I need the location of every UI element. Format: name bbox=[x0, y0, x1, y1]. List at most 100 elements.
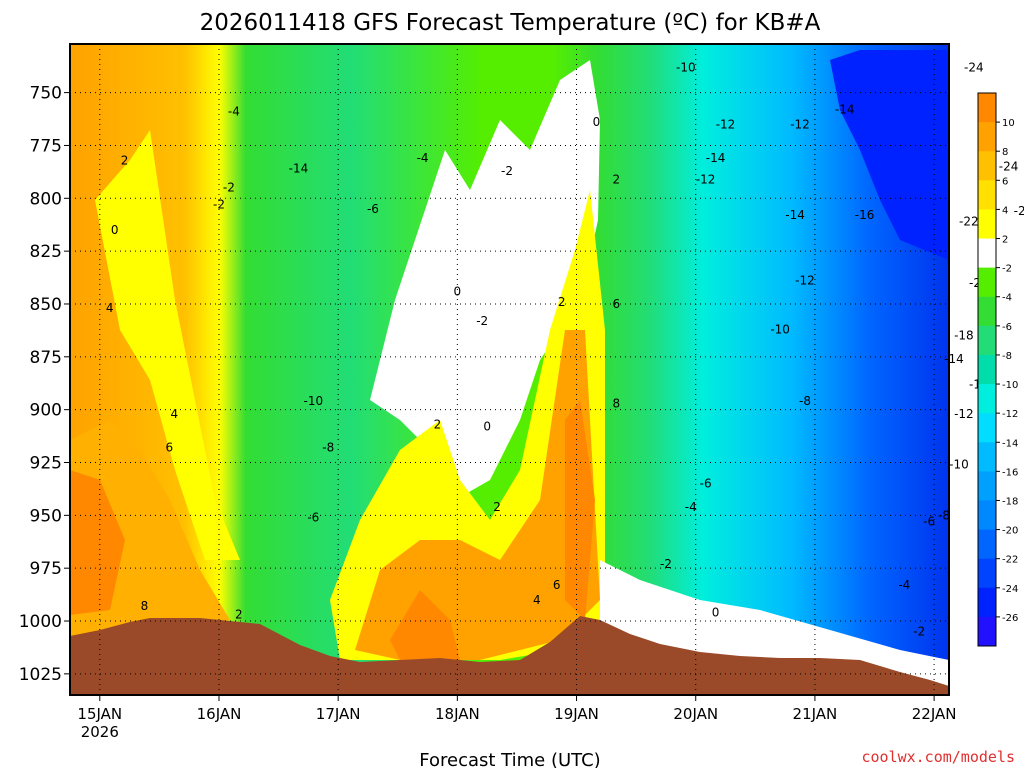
colorbar-label: -24 bbox=[1002, 584, 1018, 595]
contour-label: 0 bbox=[712, 606, 720, 620]
contour-label: -10 bbox=[770, 322, 790, 336]
contour-label: -6 bbox=[700, 477, 712, 491]
contour-label: -6 bbox=[367, 202, 379, 216]
contour-label: -2 bbox=[660, 557, 672, 571]
colorbar-swatch bbox=[978, 384, 996, 414]
contour-label: -16 bbox=[855, 208, 875, 222]
colorbar-label: -18 bbox=[1002, 496, 1018, 507]
contour-label: 4 bbox=[170, 407, 178, 421]
contour-label: -4 bbox=[898, 578, 910, 592]
contour-label: 8 bbox=[141, 599, 149, 613]
contour-label: 0 bbox=[111, 223, 119, 237]
contour-label: -4 bbox=[228, 105, 240, 119]
contour-label: -14 bbox=[706, 151, 726, 165]
colorbar-swatch bbox=[978, 93, 996, 123]
colorbar-swatch bbox=[978, 209, 996, 240]
chart-title: 2026011418 GFS Forecast Temperature (ºC)… bbox=[200, 10, 821, 36]
contour-label: -10 bbox=[676, 60, 696, 74]
gridlines bbox=[70, 44, 949, 695]
y-tick-label: 1025 bbox=[19, 665, 62, 685]
contour-label: -12 bbox=[795, 274, 815, 288]
contour-label: -14 bbox=[944, 352, 964, 366]
colorbar-label: 4 bbox=[1002, 205, 1008, 216]
y-tick-label: 775 bbox=[30, 136, 62, 156]
contour-label: -12 bbox=[696, 172, 716, 186]
x-tick-label: 20JAN bbox=[673, 705, 718, 723]
contour-label: -10 bbox=[304, 394, 324, 408]
x-tick-label: 17JAN bbox=[316, 705, 361, 723]
colorbar-swatch bbox=[978, 558, 996, 589]
cold-core-upper-right bbox=[830, 50, 949, 260]
contour-label: -24 bbox=[999, 160, 1019, 174]
colorbar-swatch bbox=[978, 354, 996, 385]
contour-label: 2 bbox=[121, 153, 129, 167]
colorbar-swatch bbox=[978, 296, 996, 327]
y-tick-label: 1000 bbox=[19, 612, 62, 632]
y-tick-label: 900 bbox=[30, 401, 62, 421]
contour-label: -2 bbox=[501, 164, 513, 178]
contour-label: -2 bbox=[223, 181, 235, 195]
x-axis-label: Forecast Time (UTC) bbox=[419, 750, 600, 768]
colorbar-label: -20 bbox=[1002, 526, 1018, 537]
colorbar-swatch bbox=[978, 180, 996, 210]
terrain bbox=[70, 616, 949, 695]
colorbar-swatch bbox=[978, 442, 996, 472]
warm-layer-left-yellow bbox=[95, 130, 240, 560]
y-tick-label: 950 bbox=[30, 506, 62, 526]
x-axis: 15JAN 16JAN 17JAN 18JAN 19JAN 20JAN 21JAN 22JAN… bbox=[77, 695, 956, 741]
colorbar: 10 8 6 4 2 -2 -4 -6 -8 -10 -12 -14 -16 -18 -20 -22 -24 -2… bbox=[977, 92, 1018, 647]
y-tick-label: 850 bbox=[30, 295, 62, 315]
warm-layer-core bbox=[70, 470, 125, 615]
contour-label: -10 bbox=[949, 458, 969, 472]
contour-label: 0 bbox=[593, 115, 601, 129]
contour-label: -22 bbox=[959, 215, 979, 229]
colorbar-label: 10 bbox=[1002, 118, 1015, 129]
x-tick-label: 18JAN bbox=[435, 705, 480, 723]
contour-label: -12 bbox=[954, 407, 974, 421]
plot-area bbox=[70, 44, 949, 695]
colorbar-label: -4 bbox=[1002, 293, 1012, 304]
contour-label: 0 bbox=[454, 284, 462, 298]
x-year-label: 2026 bbox=[81, 723, 119, 741]
colorbar-swatch bbox=[978, 238, 996, 269]
colorbar-label: 6 bbox=[1002, 176, 1008, 187]
contour-label: -8 bbox=[938, 508, 950, 522]
contour-label: 6 bbox=[553, 578, 561, 592]
contour-label: 0 bbox=[483, 420, 491, 434]
y-axis: 750 775 800 825 850 875 900 925 950 975 1000 1025 bbox=[19, 84, 70, 685]
plot-frame bbox=[69, 43, 950, 696]
contour-label: -24 bbox=[964, 60, 984, 74]
warm-nose-core bbox=[390, 400, 595, 660]
colorbar-swatch bbox=[978, 529, 996, 560]
colorbar-label: -14 bbox=[1002, 438, 1018, 449]
contour-label: -18 bbox=[954, 329, 974, 343]
contour-label: -22 bbox=[1014, 204, 1024, 218]
contour-label: -2 bbox=[476, 314, 488, 328]
x-tick-label: 19JAN bbox=[554, 705, 599, 723]
contour-label: -8 bbox=[322, 441, 334, 455]
credit-text: coolwx.com/models bbox=[861, 748, 1015, 766]
y-tick-label: 875 bbox=[30, 348, 62, 368]
colorbar-label: 2 bbox=[1002, 235, 1008, 246]
colorbar-label: -6 bbox=[1002, 322, 1012, 333]
contour-label: 4 bbox=[533, 593, 541, 607]
colorbar-swatch bbox=[978, 267, 996, 298]
x-tick-label: 16JAN bbox=[197, 705, 242, 723]
contour-label: -14 bbox=[785, 208, 805, 222]
colorbar-label: -26 bbox=[1002, 613, 1018, 624]
warm-nose-orange bbox=[355, 330, 600, 660]
contour-label: -6 bbox=[307, 510, 319, 524]
colorbar-label: -10 bbox=[1002, 380, 1018, 391]
colorbar-swatch bbox=[978, 151, 996, 181]
x-tick-label: 22JAN bbox=[912, 705, 957, 723]
contour-label: 6 bbox=[612, 297, 620, 311]
colorbar-swatch bbox=[978, 413, 996, 443]
contour-label: 2 bbox=[235, 608, 243, 622]
contour-label: -4 bbox=[685, 500, 697, 514]
colorbar-label: -2 bbox=[1002, 264, 1012, 275]
contour-label: -14 bbox=[289, 162, 309, 176]
colorbar-label: -8 bbox=[1002, 351, 1012, 362]
y-tick-label: 825 bbox=[30, 242, 62, 262]
y-tick-label: 800 bbox=[30, 189, 62, 209]
